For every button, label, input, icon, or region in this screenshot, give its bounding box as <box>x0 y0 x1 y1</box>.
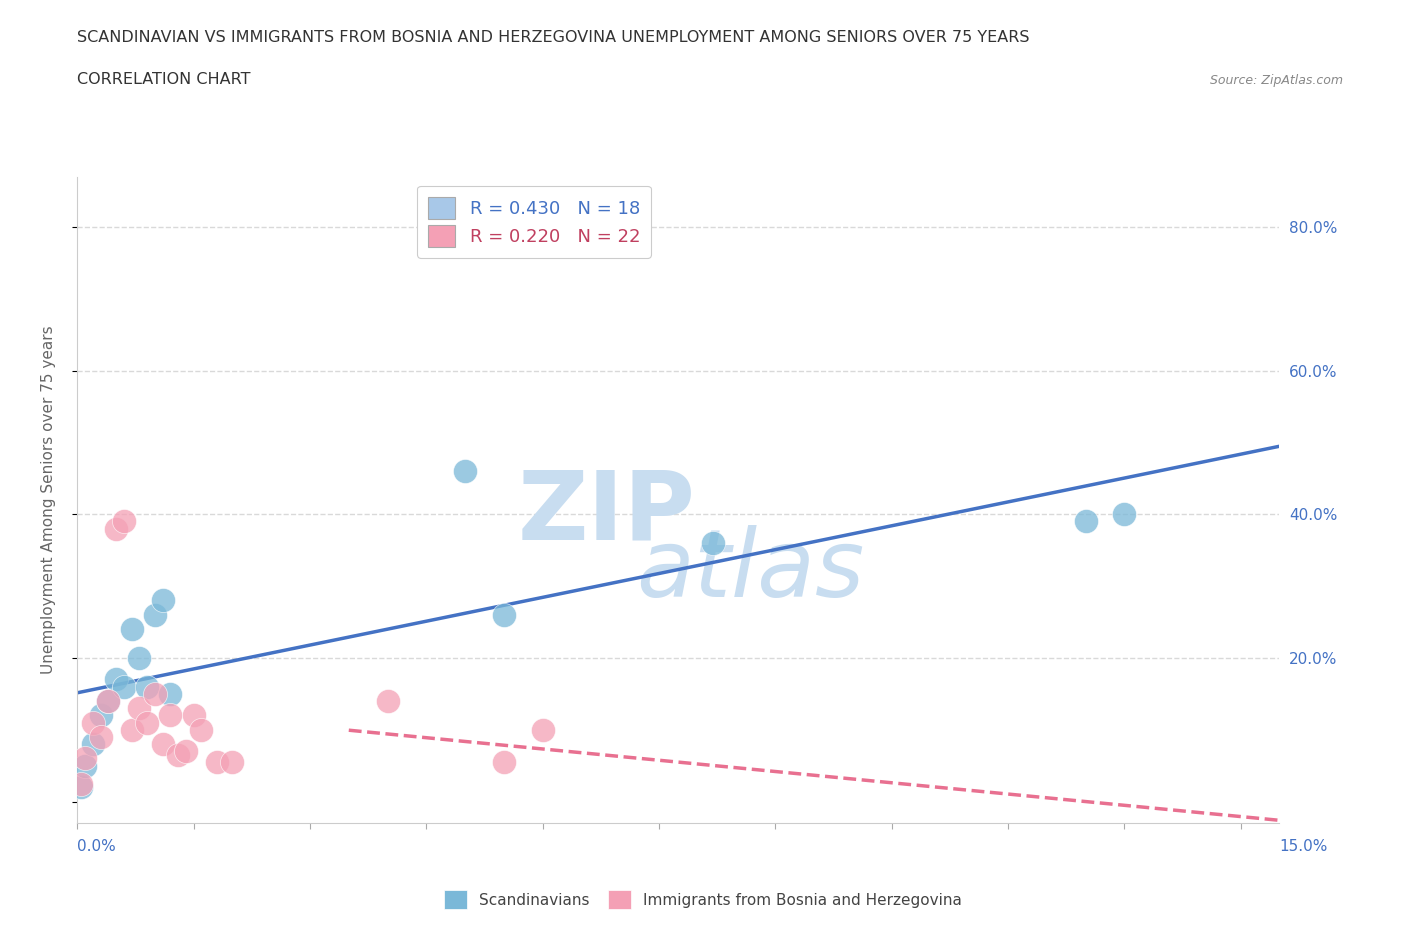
Point <box>105 521 128 536</box>
Point <box>174 744 197 759</box>
Point <box>377 694 399 709</box>
Text: Source: ZipAtlas.com: Source: ZipAtlas.com <box>1209 73 1343 86</box>
Point <box>205 754 228 769</box>
Point <box>152 593 174 608</box>
Point <box>112 679 135 694</box>
Point <box>136 715 159 730</box>
Point <box>97 694 120 709</box>
Point <box>492 607 515 622</box>
Point <box>702 536 724 551</box>
Point <box>97 694 120 709</box>
Point <box>90 708 112 723</box>
Point <box>75 758 97 773</box>
Point <box>70 779 93 794</box>
Y-axis label: Unemployment Among Seniors over 75 years: Unemployment Among Seniors over 75 years <box>42 326 56 674</box>
Point <box>183 708 205 723</box>
Text: ZIP: ZIP <box>517 466 695 559</box>
Text: 15.0%: 15.0% <box>1279 839 1327 854</box>
Point <box>75 751 97 766</box>
Point <box>152 737 174 751</box>
Point <box>159 686 181 701</box>
Legend: R = 0.430   N = 18, R = 0.220   N = 22: R = 0.430 N = 18, R = 0.220 N = 22 <box>418 186 651 258</box>
Point <box>190 723 212 737</box>
Point <box>128 650 150 665</box>
Text: CORRELATION CHART: CORRELATION CHART <box>77 72 250 86</box>
Point <box>454 464 477 479</box>
Point <box>70 777 93 791</box>
Point <box>1074 514 1097 529</box>
Point <box>531 723 554 737</box>
Point <box>221 754 243 769</box>
Point <box>105 672 128 687</box>
Point <box>159 708 181 723</box>
Legend: Scandinavians, Immigrants from Bosnia and Herzegovina: Scandinavians, Immigrants from Bosnia an… <box>437 884 969 915</box>
Point <box>492 754 515 769</box>
Text: 0.0%: 0.0% <box>77 839 117 854</box>
Point <box>136 679 159 694</box>
Text: SCANDINAVIAN VS IMMIGRANTS FROM BOSNIA AND HERZEGOVINA UNEMPLOYMENT AMONG SENIOR: SCANDINAVIAN VS IMMIGRANTS FROM BOSNIA A… <box>77 30 1029 45</box>
Point <box>121 723 143 737</box>
Point <box>112 514 135 529</box>
Text: atlas: atlas <box>637 525 865 617</box>
Point <box>82 715 104 730</box>
Point <box>1114 507 1136 522</box>
Point <box>90 729 112 744</box>
Point <box>167 748 190 763</box>
Point <box>121 622 143 637</box>
Point <box>128 700 150 715</box>
Point <box>143 607 166 622</box>
Point <box>82 737 104 751</box>
Point <box>143 686 166 701</box>
